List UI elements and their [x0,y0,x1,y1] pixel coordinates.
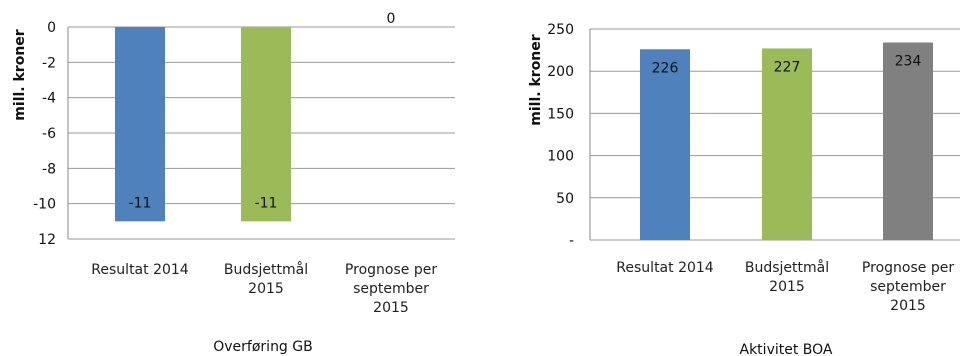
x-category-line: Resultat 2014 [616,260,713,276]
y-tick-label: 100 [547,149,574,165]
x-category-line: 2015 [373,300,409,316]
bar [762,48,812,240]
x-category-line: Budsjettmål [224,261,308,278]
bar [115,27,165,222]
y-tick-label: 150 [547,106,574,122]
x-category-line: Resultat 2014 [91,262,188,278]
chart-title: Overføring GB [213,339,312,355]
x-category-label: Prognose per september 2015 [862,260,954,314]
x-category-line: 2015 [890,298,926,314]
chart-aktivitet-boa: - 50 100 150 200 250 226 Resultat 2014 227 Budsje… [528,22,960,356]
x-category-line: september [870,279,946,295]
y-tick-label: -2 [42,55,56,71]
bar [241,27,291,222]
data-label: 0 [387,11,396,27]
data-label: 234 [895,54,922,70]
y-tick-label: 250 [547,22,574,38]
data-label: -11 [129,195,152,211]
x-category-line: 2015 [769,279,805,295]
x-category-line: Budsjettmål [745,259,829,276]
x-category-line: september [353,281,429,297]
y-tick-label: 12 [38,232,56,248]
data-label: 226 [652,60,679,76]
y-tick-label: 200 [547,64,574,80]
y-axis-label: mill. kroner [528,34,544,125]
x-category-line: Prognose per [345,262,437,278]
chart-title: Aktivitet BOA [740,342,833,356]
x-category-label: Budsjettmål 2015 [224,261,308,297]
x-category-label: Resultat 2014 [91,262,188,278]
chart-overforing-gb: 0 -2 -4 -6 -8 -10 12 -11 Resultat 2014 -11 Budsjet… [12,11,455,355]
x-category-line: Prognose per [862,260,954,276]
bar [883,42,933,241]
x-category-line: 2015 [248,281,284,297]
data-label: -11 [255,195,278,211]
y-tick-label: -8 [42,161,56,177]
y-tick-label: - [569,233,574,249]
x-category-label: Budsjettmål 2015 [745,259,829,295]
y-tick-label: -4 [42,91,56,107]
y-tick-label: -6 [42,126,56,142]
y-axis-label: mill. kroner [12,29,28,120]
y-tick-label: -10 [33,197,56,213]
bar [640,49,690,241]
y-tick-label: 0 [47,20,56,36]
data-label: 227 [774,59,801,75]
x-category-label: Resultat 2014 [616,260,713,276]
x-category-label: Prognose per september 2015 [345,262,437,316]
y-tick-label: 50 [556,191,574,207]
